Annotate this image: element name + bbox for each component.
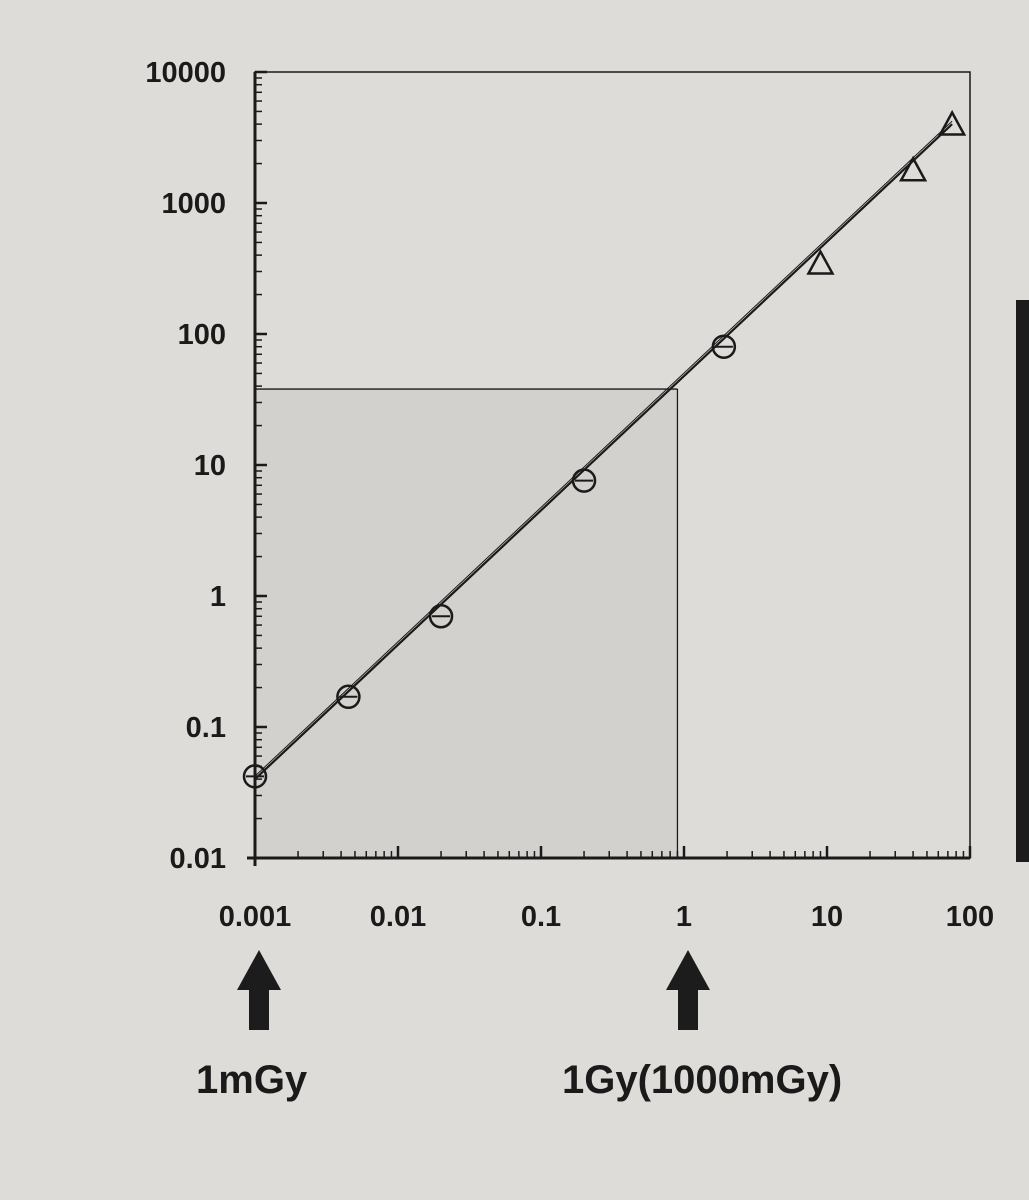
x-tick-label: 0.01 [370,901,426,933]
y-tick-label: 10 [194,450,226,482]
annotation-1gy: 1Gy(1000mGy) [562,1058,843,1102]
data-point-circle [336,684,361,710]
data-point-circle [571,468,597,493]
x-tick-label: 10 [811,901,843,933]
data-point-triangle [898,155,928,182]
y-tick-label: 0.01 [170,843,226,875]
fit-line-path-secondary [254,120,953,777]
annotation-arrow [237,950,281,1030]
y-tick-label: 1000 [161,188,226,220]
y-tick-label: 10000 [145,57,226,89]
y-tick-label: 1 [210,581,226,613]
reference-region [255,389,678,858]
x-tick-label: 1 [676,901,692,933]
data-point-triangle [806,248,835,275]
y-tick-label: 100 [178,319,226,351]
annotation-1mgy: 1mGy [196,1058,308,1102]
data-point-circle [242,764,268,789]
x-tick-label: 0.1 [521,901,561,933]
x-tick-label: 0.001 [219,901,292,933]
data-point-circle [428,604,454,629]
data-point-circle [711,334,737,359]
x-tick-label: 100 [946,901,994,933]
fit-line-path [254,123,953,780]
annotation-arrows [237,950,710,1030]
axis-ticks [253,70,972,860]
fit-line [254,120,953,780]
data-point-triangle [938,109,967,136]
data-points [242,109,967,789]
annotation-arrow [666,950,710,1030]
tick-labels: 0.001 0.01 0.1 1 10 100 0.01 0.1 1 10 100 1000 10000 [145,57,994,933]
reference-lines [255,388,679,858]
reference-region-fill [255,389,678,858]
side-bar [1016,300,1029,862]
y-tick-label: 0.1 [186,712,226,744]
